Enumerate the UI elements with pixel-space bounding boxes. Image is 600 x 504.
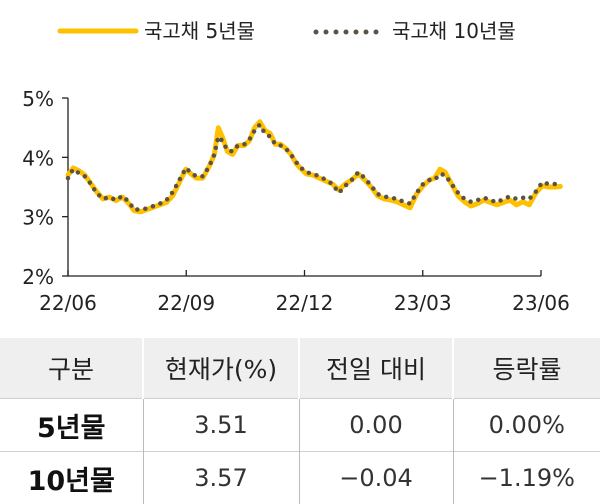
daily-change-cell: 0.00: [299, 398, 454, 452]
legend: 국고채 5년물 국고채 10년물: [57, 19, 516, 43]
table-row-5y: 5년물 3.51 0.00 0.00%: [0, 398, 600, 452]
change-rate-cell: −1.19%: [453, 451, 600, 504]
header-daily-change: 전일 대비: [299, 338, 454, 399]
x-tick-label: 22/06: [39, 291, 97, 315]
header-category: 구분: [0, 338, 144, 399]
legend-label-5y: 국고채 5년물: [144, 19, 255, 43]
legend-label-10y: 국고채 10년물: [392, 19, 516, 43]
header-change-rate: 등락률: [453, 338, 600, 399]
daily-change-cell: −0.04: [299, 451, 454, 504]
row-label: 5년물: [0, 398, 144, 452]
y-tick-label: 2%: [22, 265, 54, 289]
header-current-price: 현재가(%): [143, 338, 300, 399]
row-label: 10년물: [0, 451, 144, 504]
table-row-10y: 10년물 3.57 −0.04 −1.19%: [0, 451, 600, 504]
change-rate-cell: 0.00%: [453, 398, 600, 452]
current-price-cell: 3.57: [143, 451, 300, 504]
axes: [67, 98, 541, 277]
y-tick-label: 3%: [22, 206, 54, 230]
table-header-row: 구분 현재가(%) 전일 대비 등락률: [0, 338, 600, 399]
y-tick-label: 5%: [22, 87, 54, 111]
x-tick-label: 22/12: [276, 291, 334, 315]
series-line-10y: [65, 122, 563, 212]
bond-yield-chart: 국고채 5년물 국고채 10년물 2% 3% 4% 5% 22/06 22/09 22/1…: [22, 19, 570, 315]
current-price-cell: 3.51: [143, 398, 300, 452]
y-tick-label: 4%: [22, 146, 54, 170]
x-tick-label: 23/03: [394, 291, 452, 315]
x-tick-label: 22/09: [157, 291, 215, 315]
yield-table: 구분 현재가(%) 전일 대비 등락률 5년물 3.51 0.00 0.00% …: [0, 338, 600, 504]
x-tick-label: 23/06: [512, 291, 570, 315]
